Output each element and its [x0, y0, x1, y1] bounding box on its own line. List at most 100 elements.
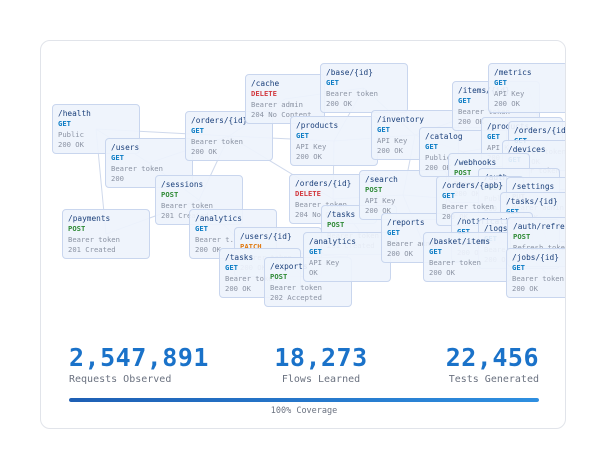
http-method-badge: POST	[161, 190, 179, 200]
http-method-badge: DELETE	[251, 89, 277, 99]
http-method-badge: DELETE	[295, 189, 321, 199]
http-method-badge: GET	[225, 263, 238, 273]
response-status: 200 OK	[296, 152, 322, 162]
endpoint-path: /health	[58, 109, 91, 118]
response-status: 201 Created	[161, 211, 209, 221]
endpoint-path: /orders/{id}	[514, 126, 566, 135]
auth-detail: API Key	[377, 135, 408, 145]
auth-detail: Bearer t.	[195, 234, 234, 244]
endpoint-path: /users	[111, 143, 140, 152]
auth-detail: API Key	[494, 88, 525, 98]
auth-detail: Bearer token	[161, 200, 213, 210]
endpoint-path: /logs	[484, 224, 508, 233]
endpoint-path: /jobs/{id}	[512, 253, 559, 262]
endpoint-node-base-id: /base/{id} GET Bearer token 200 OK	[320, 63, 408, 113]
http-method-badge: GET	[111, 153, 124, 163]
endpoint-path: /products	[296, 121, 339, 130]
endpoint-node-products-1: /products GET API Key 200 OK	[290, 116, 378, 166]
coverage-progress-fill	[69, 398, 539, 402]
response-status: 200 OK	[195, 245, 221, 255]
auth-detail: API Key	[296, 141, 327, 151]
http-method-badge: GET	[506, 207, 565, 217]
http-method-badge: GET	[457, 227, 527, 237]
http-method-badge: GET	[494, 78, 507, 88]
auth-detail: Bearer token	[270, 282, 322, 292]
response-status: 200 OK	[377, 146, 403, 156]
response-status: 201 Created	[68, 245, 116, 255]
auth-detail: Bearer token	[429, 257, 481, 267]
auth-detail: API Key	[309, 257, 340, 267]
endpoint-path: /items/{id}	[458, 86, 510, 95]
endpoint-path: /tasks	[327, 210, 356, 219]
auth-detail: Bearer token	[68, 234, 120, 244]
response-status: 200 OK	[387, 249, 413, 259]
http-method-badge: POST	[365, 185, 383, 195]
requests-observed-label: Requests Observed	[69, 374, 172, 385]
http-method-badge: GET	[425, 142, 438, 152]
endpoint-node-jobs-id: /jobs/{id} GET Bearer token 200 OK	[506, 248, 565, 298]
response-status: 202 Accepted	[270, 293, 322, 303]
auth-detail: Bearer token	[191, 136, 243, 146]
endpoint-path: /metrics	[494, 68, 532, 77]
endpoint-path: /base/{id}	[326, 68, 373, 77]
http-method-badge: GET	[442, 191, 455, 201]
endpoint-node-metrics: /metrics GET API Key 200 OK	[488, 63, 565, 113]
endpoint-path: /tasks	[225, 253, 254, 262]
http-method-badge: GET	[191, 126, 204, 136]
tests-generated-value: 22,456	[445, 343, 539, 372]
endpoint-node-analytics-2: /analytics GET API Key OK	[303, 232, 391, 282]
http-method-badge: GET	[326, 78, 339, 88]
response-status: 200 OK	[191, 147, 217, 157]
http-method-badge: POST	[513, 232, 531, 242]
auth-detail: Bearer token	[458, 106, 510, 116]
response-status: 200 OK	[326, 99, 352, 109]
endpoint-path: /devices	[508, 145, 546, 154]
endpoint-node-cache: /cache DELETE Bearer admin 204 No Content	[245, 74, 325, 124]
endpoint-path: /cache	[251, 79, 280, 88]
endpoint-path: /orders/{apb}	[442, 181, 504, 190]
endpoint-path: /basket/items	[429, 237, 491, 246]
auth-detail: Bearer token	[295, 199, 347, 209]
requests-observed-value: 2,547,891	[69, 343, 209, 372]
endpoint-path: /payments	[68, 214, 111, 223]
response-status: 204 No Content	[251, 110, 312, 120]
endpoint-path: /auth/refresh	[513, 222, 565, 231]
endpoint-path: /webhooks	[454, 158, 497, 167]
auth-detail: Bearer token	[326, 88, 378, 98]
endpoint-path: /tasks/{id}	[506, 197, 558, 206]
response-status: 200	[111, 174, 124, 184]
endpoint-path: /orders/{id}	[191, 116, 248, 125]
response-status: OK	[309, 268, 318, 278]
response-status: 200 OK	[58, 140, 84, 150]
response-status: 200 OK	[512, 284, 538, 294]
http-method-badge: GET	[429, 247, 442, 257]
endpoint-path: /catalog	[425, 132, 463, 141]
http-method-badge: GET	[387, 228, 400, 238]
response-status: 200 OK	[458, 117, 484, 127]
coverage-progress-bar	[69, 398, 539, 402]
endpoint-path: /orders/{id}	[295, 179, 352, 188]
http-method-badge: GET	[487, 132, 500, 142]
stat-tests-generated: 22,456 Tests Generated	[446, 343, 539, 387]
flows-learned-value: 18,273	[274, 343, 368, 372]
coverage-label: 100% Coverage	[270, 406, 338, 416]
endpoint-path: /settings	[512, 182, 555, 191]
endpoint-path: /sessions	[161, 180, 204, 189]
endpoint-node-payments: /payments POST Bearer token 201 Created	[62, 209, 150, 259]
response-status: 200 OK	[365, 206, 391, 216]
auth-detail: Bearer token	[442, 201, 494, 211]
stat-flows-learned: 18,273 Flows Learned	[271, 343, 371, 387]
http-method-badge: POST	[454, 168, 472, 178]
flows-learned-label: Flows Learned	[281, 374, 361, 385]
endpoint-node-basket-items: /basket/items GET Bearer token 200 OK	[423, 232, 511, 282]
auth-detail: Bearer admin	[387, 238, 439, 248]
endpoint-path: /search	[365, 175, 398, 184]
tests-generated-label: Tests Generated	[448, 374, 539, 385]
http-method-badge: PATCH	[240, 242, 262, 252]
endpoint-graph: /health GET Public 200 OK/users GET Bearer to…	[41, 41, 566, 341]
auth-detail: Public	[425, 152, 451, 162]
http-method-badge: GET	[195, 224, 208, 234]
http-method-badge: GET	[296, 131, 309, 141]
auth-detail: API Key	[365, 195, 396, 205]
response-status: 200 OK	[425, 163, 451, 173]
